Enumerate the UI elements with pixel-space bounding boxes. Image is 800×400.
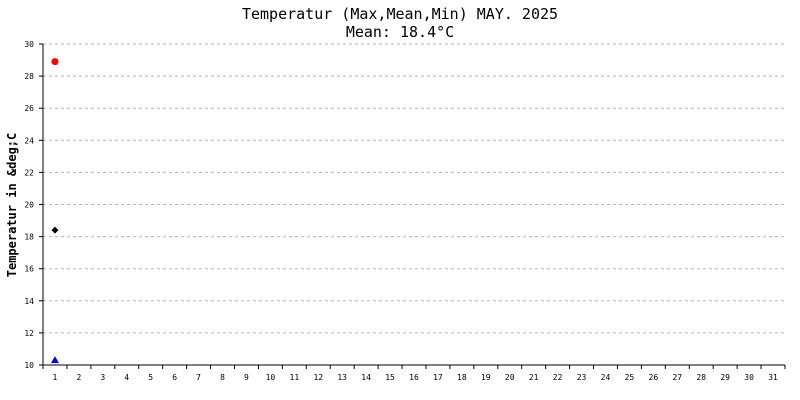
x-tick-label: 16 (409, 373, 419, 382)
x-tick-label: 30 (744, 373, 754, 382)
max-temp-point (51, 58, 59, 66)
x-tick-label: 31 (768, 373, 778, 382)
chart-title: Temperatur (Max,Mean,Min) MAY. 2025 (241, 5, 559, 23)
x-tick-label: 24 (601, 373, 611, 382)
y-tick-label: 30 (24, 40, 34, 49)
x-tick-label: 17 (433, 373, 443, 382)
x-tick-label: 21 (529, 373, 539, 382)
x-tick-label: 14 (361, 373, 371, 382)
x-tick-label: 26 (649, 373, 659, 382)
x-tick-label: 9 (244, 373, 249, 382)
x-tick-label: 13 (337, 373, 347, 382)
min-temp-point (50, 356, 59, 364)
y-tick-label: 24 (24, 136, 34, 145)
y-tick-label: 18 (24, 233, 34, 242)
y-tick-label: 20 (24, 201, 34, 210)
y-tick-label: 16 (24, 265, 34, 274)
chart-subtitle: Mean: 18.4°C (345, 23, 455, 41)
x-tick-label: 8 (220, 373, 225, 382)
y-tick-label: 12 (24, 329, 34, 338)
y-tick-label: 22 (24, 168, 34, 177)
x-tick-label: 2 (76, 373, 81, 382)
x-tick-label: 6 (172, 373, 177, 382)
y-tick-label: 10 (24, 361, 34, 370)
x-tick-label: 22 (553, 373, 563, 382)
x-tick-label: 4 (124, 373, 129, 382)
x-tick-label: 15 (385, 373, 395, 382)
y-tick-label: 26 (24, 104, 34, 113)
mean-temp-point (51, 226, 59, 234)
x-tick-label: 19 (481, 373, 491, 382)
x-tick-label: 29 (720, 373, 730, 382)
x-tick-label: 1 (53, 373, 58, 382)
y-tick-label: 14 (24, 297, 34, 306)
x-tick-label: 28 (696, 373, 706, 382)
x-tick-label: 23 (577, 373, 587, 382)
y-tick-label: 28 (24, 72, 34, 81)
x-tick-label: 10 (266, 373, 276, 382)
x-tick-label: 18 (457, 373, 467, 382)
x-tick-label: 27 (672, 373, 682, 382)
x-tick-label: 12 (313, 373, 323, 382)
x-tick-label: 11 (290, 373, 300, 382)
x-tick-label: 3 (100, 373, 105, 382)
x-tick-label: 5 (148, 373, 153, 382)
x-tick-label: 7 (196, 373, 201, 382)
x-tick-label: 20 (505, 373, 515, 382)
x-tick-label: 25 (625, 373, 635, 382)
